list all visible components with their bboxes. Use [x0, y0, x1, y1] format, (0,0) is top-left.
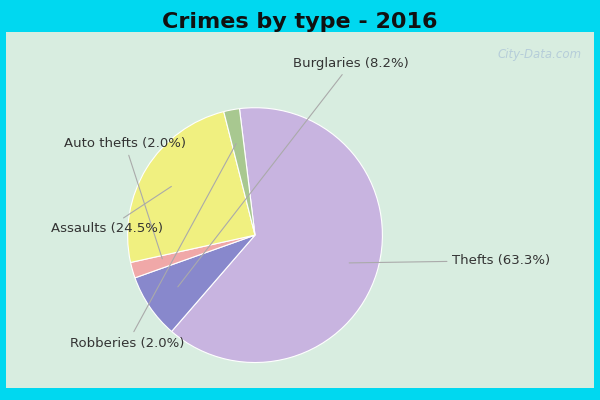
Bar — [6, 32, 594, 388]
Wedge shape — [135, 235, 255, 332]
Text: Thefts (63.3%): Thefts (63.3%) — [349, 254, 551, 267]
Text: Auto thefts (2.0%): Auto thefts (2.0%) — [64, 137, 186, 259]
Wedge shape — [131, 235, 255, 278]
Wedge shape — [128, 112, 255, 262]
Text: Robberies (2.0%): Robberies (2.0%) — [70, 144, 236, 350]
Wedge shape — [172, 108, 382, 362]
Text: City-Data.com: City-Data.com — [498, 48, 582, 61]
Text: Burglaries (8.2%): Burglaries (8.2%) — [178, 57, 409, 287]
Wedge shape — [224, 109, 255, 235]
Text: Assaults (24.5%): Assaults (24.5%) — [51, 186, 172, 235]
Text: Crimes by type - 2016: Crimes by type - 2016 — [162, 12, 438, 32]
